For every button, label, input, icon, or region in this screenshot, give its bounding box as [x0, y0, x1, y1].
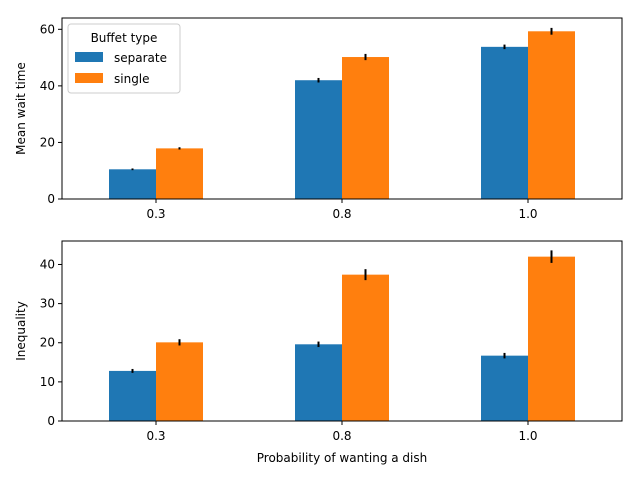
legend-swatch-single: [75, 73, 103, 83]
y-tick-label: 0: [47, 192, 55, 206]
bar-separate-0.8: [295, 344, 342, 421]
x-tick-label: 0.3: [146, 207, 165, 221]
x-tick-label: 1.0: [518, 207, 537, 221]
legend-swatch-separate: [75, 52, 103, 62]
bar-single-0.3: [156, 148, 203, 199]
bar-separate-0.3: [109, 370, 156, 421]
y-tick-label: 60: [40, 22, 55, 36]
bar-separate-1.0: [481, 46, 528, 199]
y-tick-label: 30: [40, 297, 55, 311]
bar-separate-0.8: [295, 80, 342, 199]
legend-label-single: single: [114, 72, 150, 86]
panel-1: 0 20 40 60 0.3 0.8 1.0 Mean wait time: [14, 17, 623, 221]
bar-single-0.3: [156, 342, 203, 421]
bar-single-0.8: [342, 274, 389, 421]
legend-title: Buffet type: [91, 31, 158, 45]
bar-separate-0.3: [109, 169, 156, 199]
x-tick-label: 0.3: [146, 429, 165, 443]
bar-single-0.8: [342, 57, 389, 200]
panel-2: 0 10 20 30 40 0.3 0.8 1.0 Inequality: [14, 240, 623, 443]
bar-separate-1.0: [481, 355, 528, 421]
y-tick-label: 0: [47, 414, 55, 428]
legend-label-separate: separate: [114, 51, 167, 65]
y-axis-label: Mean wait time: [14, 62, 28, 155]
y-tick-label: 20: [40, 135, 55, 149]
x-tick-label: 1.0: [518, 429, 537, 443]
x-axis-label: Probability of wanting a dish: [257, 451, 427, 465]
bar-single-1.0: [528, 31, 575, 199]
y-axis-label: Inequality: [14, 301, 28, 361]
y-tick-label: 40: [40, 79, 55, 93]
x-tick-label: 0.8: [332, 207, 351, 221]
x-tick-label: 0.8: [332, 429, 351, 443]
y-tick-label: 20: [40, 336, 55, 350]
legend: Buffet type separate single: [67, 23, 181, 94]
y-tick-label: 40: [40, 257, 55, 271]
bar-single-1.0: [528, 256, 575, 421]
y-tick-label: 10: [40, 375, 55, 389]
